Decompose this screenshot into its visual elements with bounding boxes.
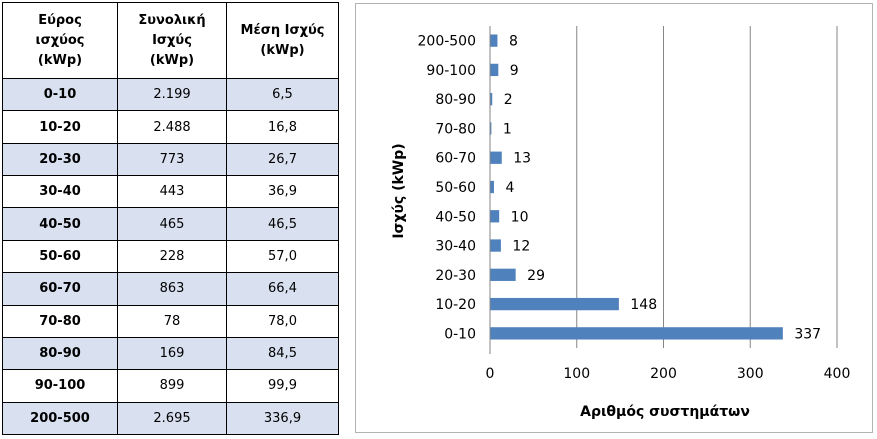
bar (490, 93, 493, 106)
bar (490, 327, 783, 340)
range-cell: 10-20 (2, 110, 118, 144)
average-power-cell: 336,9 (226, 401, 339, 436)
x-tick-label: 200 (650, 366, 677, 382)
y-tick-label: 30-40 (435, 239, 476, 255)
range-cell: 0-10 (2, 77, 118, 112)
range-cell: 60-70 (2, 272, 118, 306)
bar (490, 239, 501, 252)
table-row: 80-90 169 84,5 (2, 336, 339, 371)
bar (490, 268, 516, 281)
grid-lines (489, 26, 838, 354)
bar (490, 180, 494, 194)
data-label: 148 (630, 297, 657, 313)
bar-chart-frame: 0 100 200 300 400 0-10 337 10-20 148 20-30 29 30-40… (355, 3, 873, 433)
y-tick-label: 20-30 (435, 268, 476, 284)
average-power-cell: 84,5 (226, 336, 339, 371)
data-label: 29 (527, 268, 545, 284)
range-cell: 200-500 (2, 401, 118, 436)
power-range-table: Εύρος ισχύος (kWp) Συνολική Ισχύς (kWp) … (2, 2, 339, 436)
total-power-cell: 863 (117, 272, 227, 306)
data-label: 337 (794, 326, 821, 342)
total-power-cell: 169 (117, 336, 227, 371)
y-tick-label: 50-60 (435, 180, 476, 196)
table-row: 20-30 773 26,7 (2, 142, 339, 177)
data-label: 10 (511, 209, 529, 225)
table-row: 70-80 78 78,0 (2, 304, 339, 338)
total-power-cell: 465 (117, 207, 227, 241)
y-tick-label: 0-10 (444, 326, 476, 342)
bar (490, 63, 499, 77)
average-power-cell: 6,5 (226, 77, 339, 112)
x-tick-label: 0 (486, 366, 495, 382)
range-cell: 40-50 (2, 207, 118, 241)
range-cell: 30-40 (2, 175, 118, 209)
x-tick-label: 300 (737, 366, 764, 382)
average-power-cell: 46,5 (226, 207, 339, 241)
bar (490, 297, 619, 311)
table-row: 60-70 863 66,4 (2, 272, 339, 306)
header-power-range: Εύρος ισχύος (kWp) (2, 2, 118, 79)
table-row: 10-20 2.488 16,8 (2, 110, 339, 144)
y-tick-label: 40-50 (435, 209, 476, 225)
bar (490, 210, 500, 223)
range-cell: 80-90 (2, 336, 118, 371)
total-power-cell: 899 (117, 369, 227, 403)
y-tick-label: 90-100 (426, 63, 476, 79)
bar (490, 34, 498, 47)
total-power-cell: 228 (117, 239, 227, 274)
bar (490, 122, 492, 135)
average-power-cell: 57,0 (226, 239, 339, 274)
y-tick-label: 70-80 (435, 121, 476, 137)
total-power-cell: 78 (117, 304, 227, 338)
data-label: 8 (509, 34, 518, 50)
table-row: 0-10 2.199 6,5 (2, 77, 339, 112)
y-tick-label: 60-70 (435, 151, 476, 167)
table-row: 90-100 899 99,9 (2, 369, 339, 403)
total-power-cell: 773 (117, 142, 227, 177)
data-label: 2 (504, 92, 513, 108)
y-tick-label: 10-20 (435, 297, 476, 313)
average-power-cell: 36,9 (226, 175, 339, 209)
average-power-cell: 66,4 (226, 272, 339, 306)
y-tick-label: 200-500 (418, 34, 477, 50)
y-axis-title: Ισχύς (kWp) (391, 143, 407, 238)
table-row: 50-60 228 57,0 (2, 239, 339, 274)
header-average-power: Μέση Ισχύς (kWp) (226, 2, 339, 79)
table-row: 30-40 443 36,9 (2, 175, 339, 209)
total-power-cell: 2.695 (117, 401, 227, 436)
average-power-cell: 26,7 (226, 142, 339, 177)
data-label: 12 (512, 239, 530, 255)
range-cell: 50-60 (2, 239, 118, 274)
x-axis-title: Αριθμός συστημάτων (580, 404, 750, 420)
range-cell: 90-100 (2, 369, 118, 403)
data-label: 4 (505, 180, 514, 196)
total-power-cell: 2.199 (117, 77, 227, 112)
total-power-cell: 2.488 (117, 110, 227, 144)
range-cell: 20-30 (2, 142, 118, 177)
bar (490, 151, 502, 164)
data-label: 1 (503, 121, 512, 137)
data-label: 13 (513, 151, 531, 167)
range-cell: 70-80 (2, 304, 118, 338)
table-row: 40-50 465 46,5 (2, 207, 339, 241)
header-total-power: Συνολική Ισχύς (kWp) (117, 2, 227, 79)
table-header-row: Εύρος ισχύος (kWp) Συνολική Ισχύς (kWp) … (2, 2, 339, 79)
y-tick-label: 80-90 (435, 92, 476, 108)
average-power-cell: 16,8 (226, 110, 339, 144)
data-label: 9 (510, 63, 519, 79)
average-power-cell: 78,0 (226, 304, 339, 338)
x-tick-label: 100 (563, 366, 590, 382)
table-row: 200-500 2.695 336,9 (2, 401, 339, 436)
average-power-cell: 99,9 (226, 369, 339, 403)
x-tick-label: 400 (824, 366, 851, 382)
total-power-cell: 443 (117, 175, 227, 209)
bars (490, 34, 783, 340)
